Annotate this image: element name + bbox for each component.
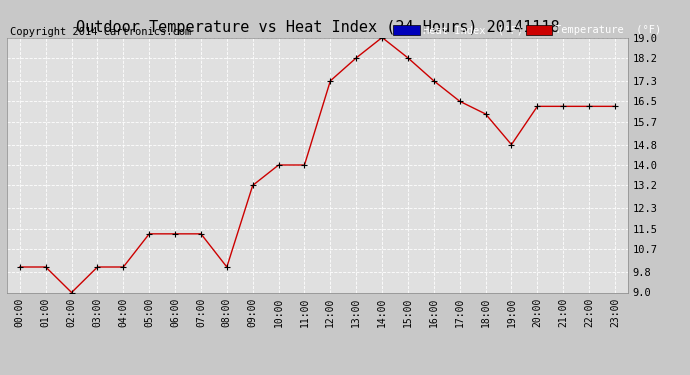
Title: Outdoor Temperature vs Heat Index (24 Hours) 20141118: Outdoor Temperature vs Heat Index (24 Ho… xyxy=(76,20,559,35)
Legend: Heat Index  (°F), Temperature  (°F): Heat Index (°F), Temperature (°F) xyxy=(392,23,663,37)
Text: Copyright 2014 Cartronics.com: Copyright 2014 Cartronics.com xyxy=(10,27,191,37)
